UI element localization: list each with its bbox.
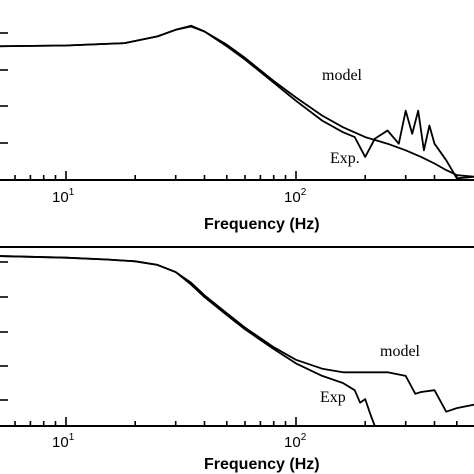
bottom-model-series-line	[0, 255, 474, 413]
bottom-exp-series-line	[0, 255, 376, 427]
bottom-x-tick-label-2: 102	[284, 432, 307, 451]
bottom-x-tick-label-1: 101	[52, 432, 75, 451]
top-panel: 101 102 Frequency (Hz) model Exp.	[0, 24, 474, 233]
top-x-tick-label-1: 101	[52, 187, 75, 206]
top-x-tick-labels: 101 102	[52, 187, 307, 206]
top-model-series-line	[0, 25, 474, 178]
bottom-exp-annotation: Exp	[320, 389, 346, 406]
bottom-y-ticks	[0, 261, 8, 401]
top-y-ticks	[0, 32, 8, 144]
top-model-annotation: model	[322, 67, 363, 84]
top-x-ticks	[14, 171, 458, 180]
bottom-x-tick-labels: 101 102	[52, 432, 307, 451]
top-x-axis-label: Frequency (Hz)	[204, 216, 320, 233]
bottom-x-ticks	[14, 417, 458, 426]
top-exp-series-line	[0, 24, 474, 180]
top-x-tick-label-2: 102	[284, 187, 307, 206]
bottom-x-axis-label: Frequency (Hz)	[204, 456, 320, 473]
bottom-panel: 101 102 Frequency (Hz) model Exp	[0, 246, 474, 473]
top-exp-annotation: Exp.	[330, 150, 360, 167]
bottom-model-annotation: model	[380, 343, 421, 360]
